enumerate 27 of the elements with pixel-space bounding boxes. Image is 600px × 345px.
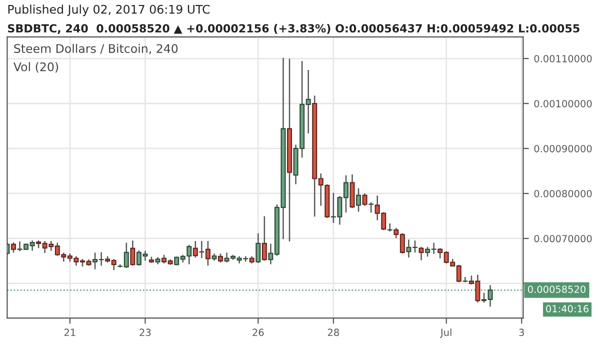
chart-subtitle: SBDBTC, 240 0.00058520 ▲ +0.00002156 (+3.83%) O:0.00056437 H:0.00059492 L:0.00055 [8, 24, 580, 34]
y-tick-label: 0.00090000 [534, 144, 592, 152]
candlestick [362, 193, 368, 206]
y-tick-label: 0.00100000 [534, 100, 592, 108]
candlestick [205, 240, 210, 266]
ref-line-label: 0.00058520 [528, 286, 586, 293]
candlestick [199, 240, 204, 258]
x-tick-label: 26 [252, 328, 264, 336]
y-tick-label: 0.00110000 [534, 54, 592, 62]
annotation: Vol (20) [13, 62, 58, 73]
x-tick-label: 3 [519, 328, 524, 336]
candlestick [356, 188, 362, 212]
candlestick [262, 216, 267, 261]
candlestick [130, 240, 136, 266]
candlestick [256, 233, 261, 263]
x-tick-label: 23 [140, 328, 151, 336]
y-tick-label: 0.00080000 [534, 190, 592, 198]
x-tick-label: Jul [440, 328, 452, 338]
text: 01:40:16 [546, 305, 588, 312]
x-tick-label: 21 [64, 328, 76, 336]
annotation: Steem Dollars / Bitcoin, 240 [14, 44, 178, 54]
x-tick-label: 28 [328, 328, 339, 336]
candlestick [192, 240, 198, 258]
candlestick [462, 276, 468, 282]
candlestick [418, 246, 424, 260]
chart-title: Published July 02, 2017 06:19 UTC [8, 4, 210, 16]
y-tick-label: 0.00070000 [534, 234, 592, 242]
